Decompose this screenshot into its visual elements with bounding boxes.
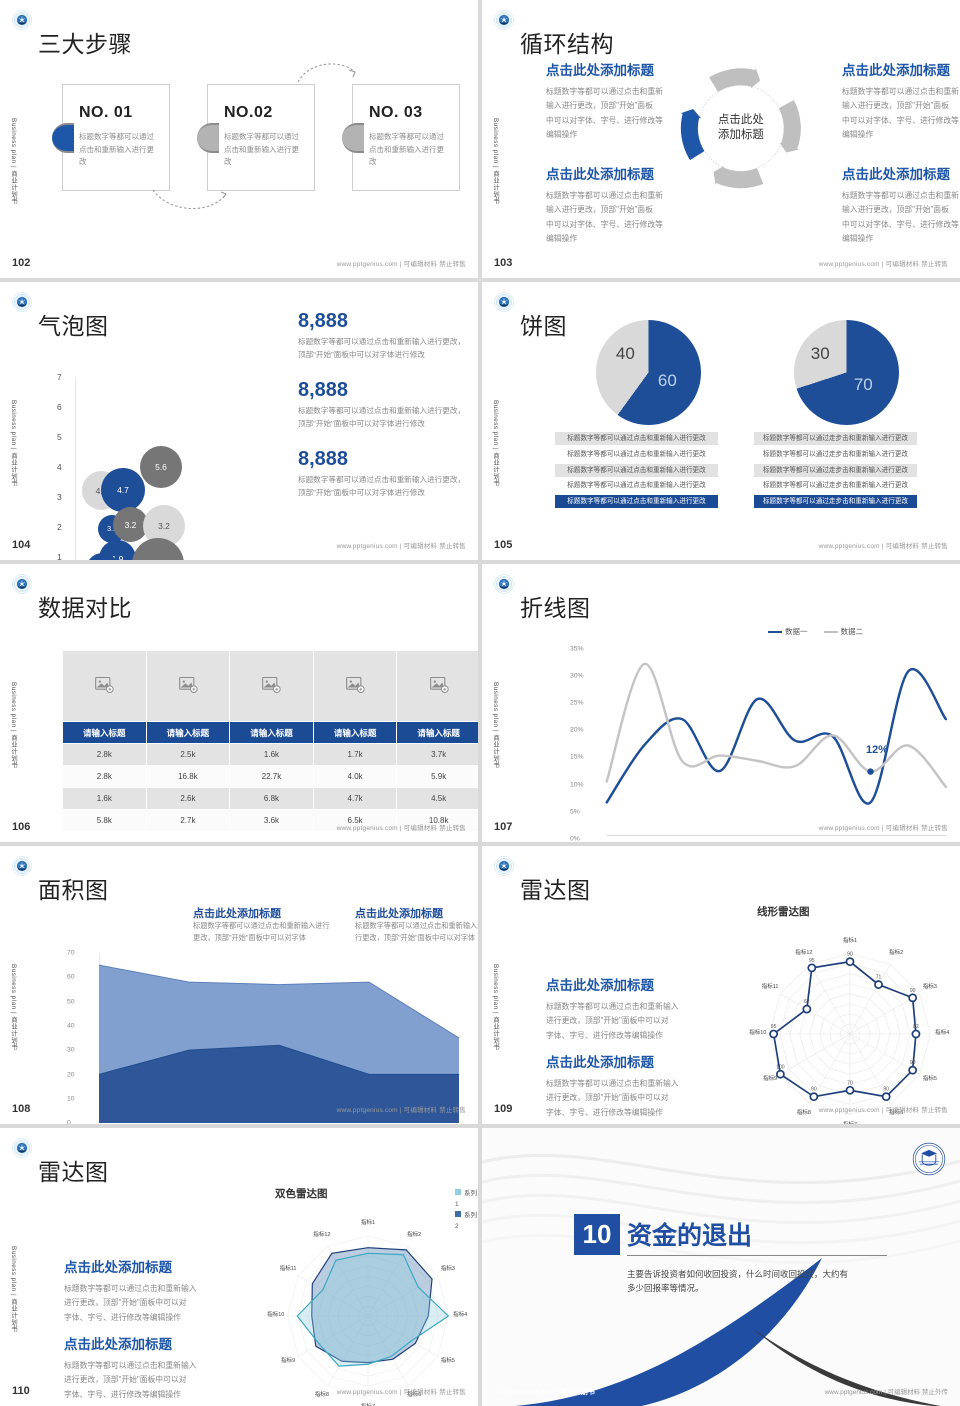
svg-text:指标7: 指标7 xyxy=(843,1120,857,1124)
svg-text:100: 100 xyxy=(776,1064,785,1070)
svg-text:90: 90 xyxy=(883,1087,889,1093)
svg-text:指标8: 指标8 xyxy=(797,1108,811,1116)
svg-text:指标9: 指标9 xyxy=(763,1074,777,1082)
svg-text:71: 71 xyxy=(876,975,882,981)
svg-text:指标12: 指标12 xyxy=(795,948,812,956)
svg-text:指标8: 指标8 xyxy=(315,1390,329,1398)
svg-text:指标4: 指标4 xyxy=(453,1310,467,1318)
svg-text:95: 95 xyxy=(809,958,815,964)
svg-text:95: 95 xyxy=(771,1024,777,1030)
svg-text:90: 90 xyxy=(811,1087,817,1093)
svg-text:指标12: 指标12 xyxy=(313,1230,330,1238)
svg-text:指标11: 指标11 xyxy=(762,982,779,990)
svg-text:90: 90 xyxy=(910,988,916,994)
svg-text:指标1: 指标1 xyxy=(843,936,857,944)
svg-text:指标3: 指标3 xyxy=(441,1264,455,1272)
svg-text:指标2: 指标2 xyxy=(889,948,903,956)
svg-text:指标5: 指标5 xyxy=(923,1074,937,1082)
svg-text:指标1: 指标1 xyxy=(361,1218,375,1226)
svg-text:指标3: 指标3 xyxy=(923,982,937,990)
svg-text:指标10: 指标10 xyxy=(267,1310,284,1318)
svg-text:指标5: 指标5 xyxy=(441,1356,455,1364)
svg-text:62: 62 xyxy=(804,999,810,1005)
svg-text:90: 90 xyxy=(847,952,853,958)
svg-text:指标2: 指标2 xyxy=(407,1230,421,1238)
svg-text:70: 70 xyxy=(847,1080,853,1086)
svg-text:90: 90 xyxy=(910,1060,916,1066)
svg-text:指标10: 指标10 xyxy=(749,1028,766,1036)
svg-text:指标9: 指标9 xyxy=(281,1356,295,1364)
svg-text:指标7: 指标7 xyxy=(361,1402,375,1406)
svg-text:82: 82 xyxy=(913,1024,919,1030)
svg-text:指标4: 指标4 xyxy=(935,1028,949,1036)
svg-text:指标11: 指标11 xyxy=(280,1264,297,1272)
